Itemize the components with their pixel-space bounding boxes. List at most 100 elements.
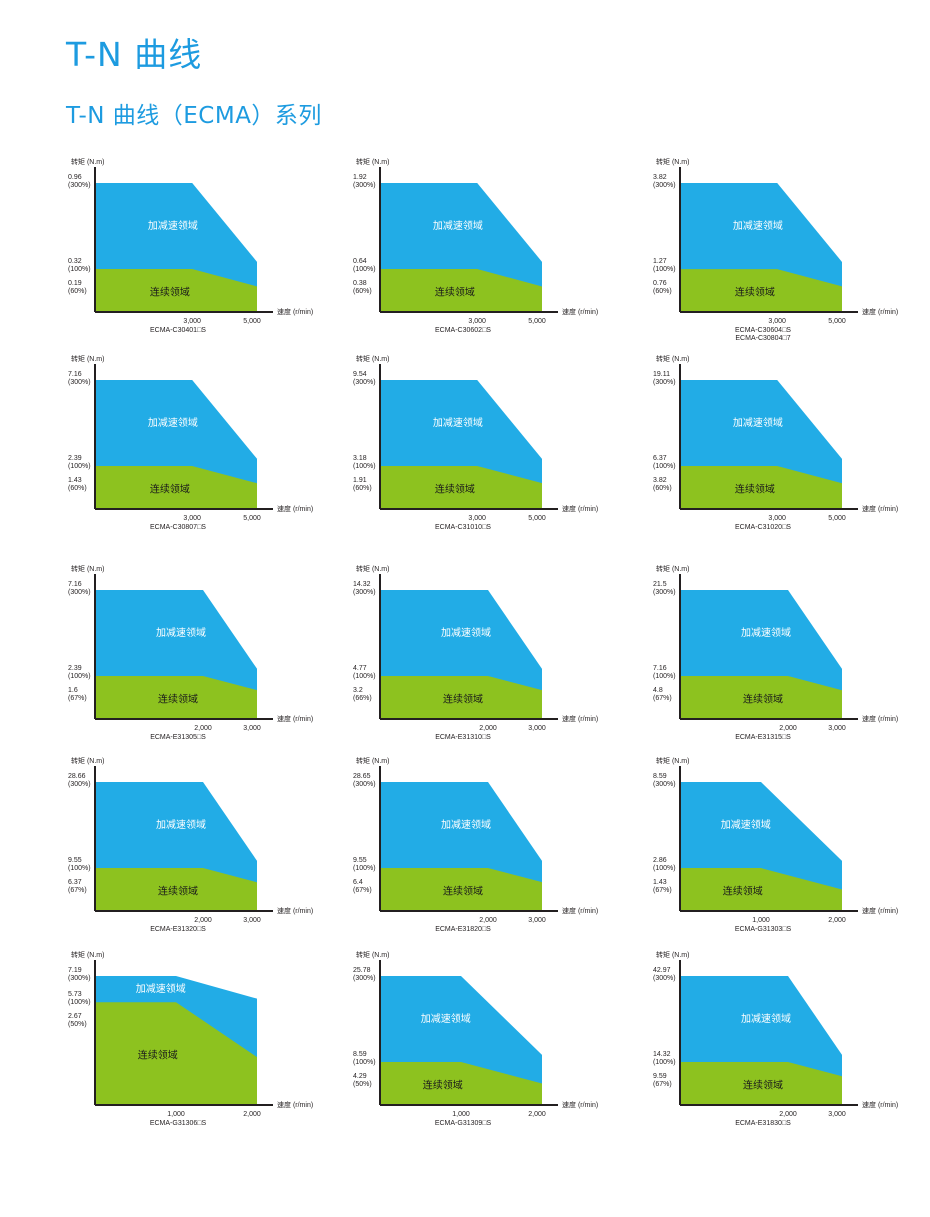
model-label: ECMA-C30401□S bbox=[150, 327, 206, 334]
x-axis-label: 速度 (r/min) bbox=[562, 714, 598, 723]
continuous-region bbox=[380, 466, 542, 509]
rated-torque-percent: (100%) bbox=[353, 266, 376, 273]
x-tick-label: 3,000 bbox=[183, 318, 201, 325]
page-subtitle: T-N 曲线（ECMA）系列 bbox=[66, 103, 322, 129]
accel-region-label: 加减速领域 bbox=[433, 416, 483, 429]
continuous-region bbox=[95, 675, 257, 719]
x-axis-label: 速度 (r/min) bbox=[277, 714, 313, 723]
x-tick-label: 5,000 bbox=[828, 318, 846, 325]
peak-torque-value: 9.54 bbox=[353, 371, 367, 378]
x-tick-label: 2,000 bbox=[479, 725, 497, 732]
peak-torque-percent: (300%) bbox=[353, 975, 376, 982]
x-axis-label: 速度 (r/min) bbox=[862, 504, 898, 513]
cont-torque-percent: (60%) bbox=[68, 288, 87, 295]
x-tick-label: 3,000 bbox=[468, 318, 486, 325]
y-axis-label: 转矩 (N.m) bbox=[71, 564, 104, 573]
rated-torque-percent: (100%) bbox=[653, 673, 676, 680]
accel-region-label: 加减速领域 bbox=[441, 626, 491, 639]
continuous-region-label: 连续领域 bbox=[138, 1049, 178, 1062]
y-axis-label: 转矩 (N.m) bbox=[356, 950, 389, 959]
rated-torque-value: 2.39 bbox=[68, 665, 82, 672]
x-tick-label: 2,000 bbox=[479, 917, 497, 924]
model-label: ECMA-C30604□S bbox=[735, 327, 791, 334]
cont-torque-percent: (50%) bbox=[353, 1081, 372, 1088]
x-axis-label: 速度 (r/min) bbox=[277, 1100, 313, 1109]
accel-region-label: 加减速领域 bbox=[156, 626, 206, 639]
x-axis-label: 速度 (r/min) bbox=[277, 504, 313, 513]
tn-chart: 转矩 (N.m) 速度 (r/min) 3.82(300%) 1.27(100%) 0.… bbox=[653, 157, 898, 342]
cont-torque-value: 3.2 bbox=[353, 687, 363, 694]
peak-torque-percent: (300%) bbox=[653, 589, 676, 596]
accel-region-label: 加减速领域 bbox=[136, 982, 186, 995]
peak-torque-value: 7.16 bbox=[68, 581, 82, 588]
x-tick-label: 3,000 bbox=[528, 917, 546, 924]
continuous-region-label: 连续领域 bbox=[735, 286, 775, 299]
model-label: ECMA-C31020□S bbox=[735, 524, 791, 531]
accel-region-label: 加减速领域 bbox=[156, 818, 206, 831]
cont-torque-percent: (67%) bbox=[653, 887, 672, 894]
x-tick-label: 5,000 bbox=[243, 515, 261, 522]
rated-torque-percent: (100%) bbox=[68, 999, 91, 1006]
x-axis-label: 速度 (r/min) bbox=[562, 1100, 598, 1109]
y-axis-label: 转矩 (N.m) bbox=[71, 354, 104, 363]
rated-torque-value: 7.16 bbox=[653, 665, 667, 672]
model-label: ECMA-E31315□S bbox=[735, 734, 791, 741]
x-tick-label: 5,000 bbox=[828, 515, 846, 522]
cont-torque-value: 1.91 bbox=[353, 477, 367, 484]
model-label-2: ECMA-C30804□7 bbox=[735, 335, 790, 342]
x-tick-label: 3,000 bbox=[243, 725, 261, 732]
cont-torque-percent: (60%) bbox=[68, 485, 87, 492]
cont-torque-value: 1.43 bbox=[68, 477, 82, 484]
x-axis-label: 速度 (r/min) bbox=[862, 906, 898, 915]
rated-torque-value: 14.32 bbox=[653, 1051, 671, 1058]
cont-torque-value: 4.29 bbox=[353, 1073, 367, 1080]
rated-torque-percent: (100%) bbox=[68, 266, 91, 273]
x-tick-label: 1,000 bbox=[452, 1111, 470, 1118]
model-label: ECMA-C30602□S bbox=[435, 327, 491, 334]
cont-torque-percent: (60%) bbox=[653, 485, 672, 492]
tn-chart: 转矩 (N.m) 速度 (r/min) 28.66(300%) 9.55(100%) 6… bbox=[68, 756, 313, 933]
rated-torque-percent: (100%) bbox=[353, 673, 376, 680]
continuous-region-label: 连续领域 bbox=[423, 1079, 463, 1092]
accel-region-label: 加减速领域 bbox=[433, 219, 483, 232]
continuous-region-label: 连续领域 bbox=[743, 1079, 783, 1092]
peak-torque-percent: (300%) bbox=[68, 379, 91, 386]
model-label: ECMA-C30807□S bbox=[150, 524, 206, 531]
cont-torque-percent: (60%) bbox=[653, 288, 672, 295]
x-axis-label: 速度 (r/min) bbox=[562, 504, 598, 513]
cont-torque-value: 0.19 bbox=[68, 280, 82, 287]
x-axis-label: 速度 (r/min) bbox=[862, 1100, 898, 1109]
peak-torque-percent: (300%) bbox=[653, 975, 676, 982]
accel-region-label: 加减速领域 bbox=[441, 818, 491, 831]
peak-torque-percent: (300%) bbox=[353, 781, 376, 788]
cont-torque-value: 3.82 bbox=[653, 477, 667, 484]
peak-torque-percent: (300%) bbox=[68, 589, 91, 596]
x-tick-label: 5,000 bbox=[243, 318, 261, 325]
peak-torque-value: 7.19 bbox=[68, 967, 82, 974]
continuous-region bbox=[380, 269, 542, 312]
cont-torque-percent: (67%) bbox=[353, 887, 372, 894]
continuous-region-label: 连续领域 bbox=[158, 692, 198, 705]
peak-torque-percent: (300%) bbox=[353, 589, 376, 596]
x-tick-label: 2,000 bbox=[194, 725, 212, 732]
accel-region-label: 加减速领域 bbox=[721, 818, 771, 831]
continuous-region bbox=[680, 868, 842, 911]
rated-torque-percent: (100%) bbox=[653, 865, 676, 872]
tn-chart: 转矩 (N.m) 速度 (r/min) 21.5(300%) 7.16(100%) 4.… bbox=[653, 564, 898, 741]
x-axis-label: 速度 (r/min) bbox=[562, 906, 598, 915]
rated-torque-value: 8.59 bbox=[353, 1051, 367, 1058]
peak-torque-value: 25.78 bbox=[353, 967, 371, 974]
cont-torque-value: 6.37 bbox=[68, 879, 82, 886]
x-tick-label: 3,000 bbox=[183, 515, 201, 522]
tn-chart: 转矩 (N.m) 速度 (r/min) 14.32(300%) 4.77(100%) 3… bbox=[353, 564, 598, 741]
cont-torque-value: 1.43 bbox=[653, 879, 667, 886]
peak-torque-percent: (300%) bbox=[653, 781, 676, 788]
cont-torque-percent: (67%) bbox=[653, 695, 672, 702]
x-tick-label: 2,000 bbox=[779, 1111, 797, 1118]
cont-torque-percent: (60%) bbox=[353, 485, 372, 492]
peak-torque-value: 1.92 bbox=[353, 174, 367, 181]
y-axis-label: 转矩 (N.m) bbox=[356, 564, 389, 573]
rated-torque-value: 4.77 bbox=[353, 665, 367, 672]
model-label: ECMA-E31820□S bbox=[435, 926, 491, 933]
